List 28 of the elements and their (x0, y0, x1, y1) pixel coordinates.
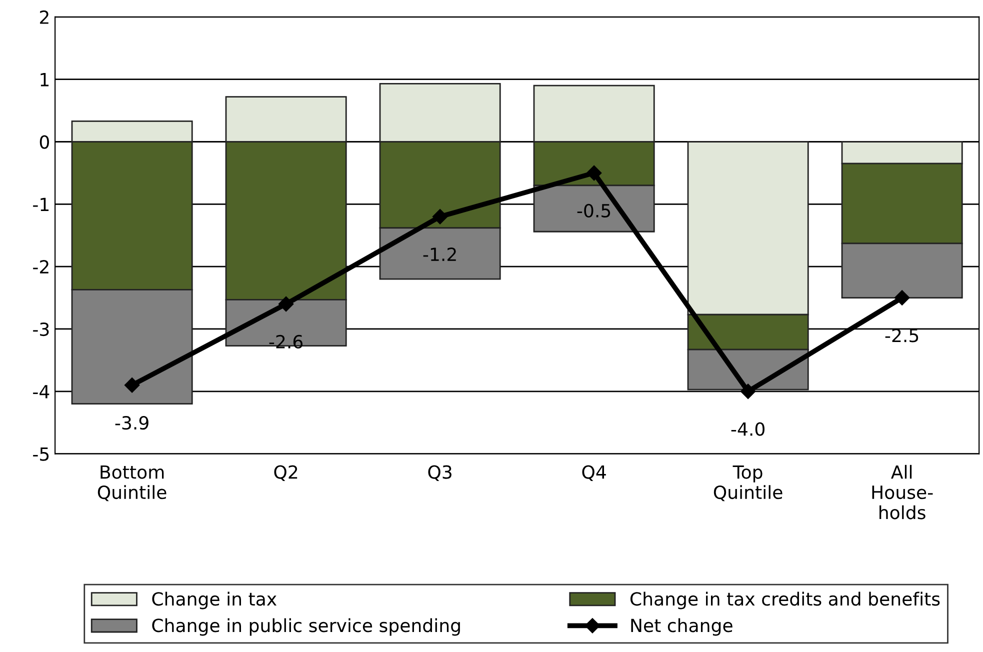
data-label: -1.2 (423, 248, 456, 261)
y-tick-label: 0 (40, 135, 49, 149)
x-tick-label: Q3 (428, 465, 452, 481)
point (740, 384, 756, 399)
data-label: -0.5 (577, 204, 610, 218)
legend-label: Change in tax (152, 592, 276, 610)
legend-label: Net change (631, 618, 732, 636)
point (278, 296, 294, 312)
x-tick-label: Q2 (274, 465, 298, 481)
point (432, 209, 448, 224)
point (586, 165, 602, 181)
x-tick-label: Top Quintile (714, 465, 782, 502)
legend-label: Change in public service spending (152, 618, 460, 636)
y-tick-label: 2 (40, 10, 48, 24)
x-tick-label: Q4 (582, 465, 606, 481)
y-tick-label: -4 (33, 385, 50, 398)
y-tick-label: -3 (33, 322, 49, 336)
x-tick-label: All House- holds (872, 464, 933, 520)
legend-label: Change in tax credits and benefits (630, 592, 940, 610)
data-label: -4.0 (731, 422, 764, 436)
y-tick-label: -5 (33, 447, 49, 461)
y-tick-label: 1 (40, 73, 49, 86)
y-tick-label: -2 (33, 260, 48, 274)
x-tick-label: Bottom Quintile (98, 465, 166, 502)
point (894, 290, 910, 306)
point (124, 378, 140, 393)
y-tick-label: -1 (33, 198, 49, 212)
data-label: -3.9 (115, 416, 148, 430)
